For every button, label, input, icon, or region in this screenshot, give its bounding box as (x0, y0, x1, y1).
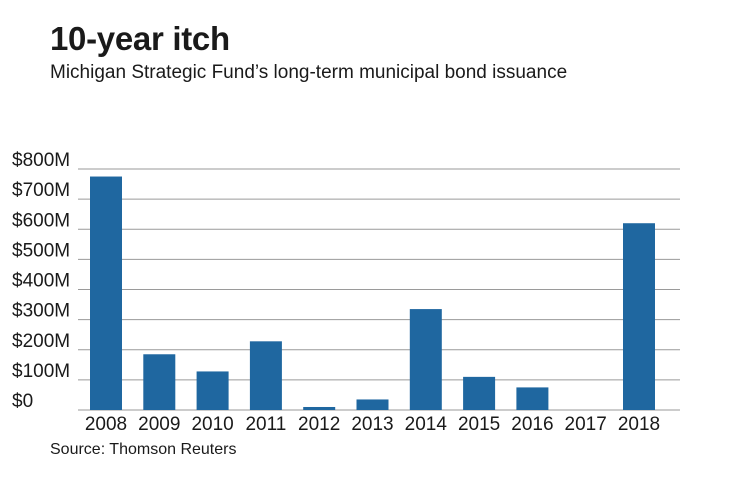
bar-2014 (409, 309, 442, 410)
chart-subtitle: Michigan Strategic Fund’s long-term muni… (50, 62, 568, 83)
bars (90, 176, 655, 410)
x-tick-label-2010: 2010 (191, 414, 233, 435)
y-tick-label: $0 (12, 391, 33, 412)
y-tick-label: $800M (12, 150, 70, 171)
x-tick-label-2015: 2015 (458, 414, 500, 435)
source-note: Source: Thomson Reuters (50, 441, 237, 458)
y-tick-label: $200M (12, 331, 70, 352)
bar-2016 (516, 387, 549, 410)
bar-2018 (623, 223, 655, 410)
bar-2010 (196, 371, 229, 410)
x-tick-label-2014: 2014 (405, 414, 448, 435)
x-tick-label-2009: 2009 (138, 414, 180, 435)
x-tick-label-2016: 2016 (511, 414, 553, 435)
y-tick-label: $400M (12, 271, 70, 292)
y-axis-tick-labels: $0 $100M $200M $300M $400M $500M $600M $700M $80… (12, 150, 70, 412)
x-tick-label-2012: 2012 (298, 414, 340, 435)
x-tick-label-2013: 2013 (351, 414, 393, 435)
x-tick-label-2008: 2008 (85, 414, 127, 435)
bar-2015 (463, 376, 496, 410)
bar-2009 (143, 354, 176, 410)
x-tick-label-2017: 2017 (565, 414, 607, 435)
bar-2008 (90, 176, 122, 410)
bar-2013 (356, 399, 389, 410)
x-axis-tick-labels: 2008 2009 2010 2011 2012 2013 2014 2015 2016 2017… (85, 414, 660, 435)
x-tick-label-2018: 2018 (618, 414, 660, 435)
chart-title: 10-year itch (50, 20, 230, 57)
bar-2011 (249, 341, 282, 410)
y-tick-label: $100M (12, 361, 70, 382)
y-tick-label: $300M (12, 301, 70, 322)
y-tick-label: $700M (12, 180, 70, 201)
bar-2012 (303, 406, 336, 410)
y-tick-label: $500M (12, 240, 70, 261)
x-tick-label-2011: 2011 (245, 414, 286, 435)
y-tick-label: $600M (12, 210, 70, 231)
